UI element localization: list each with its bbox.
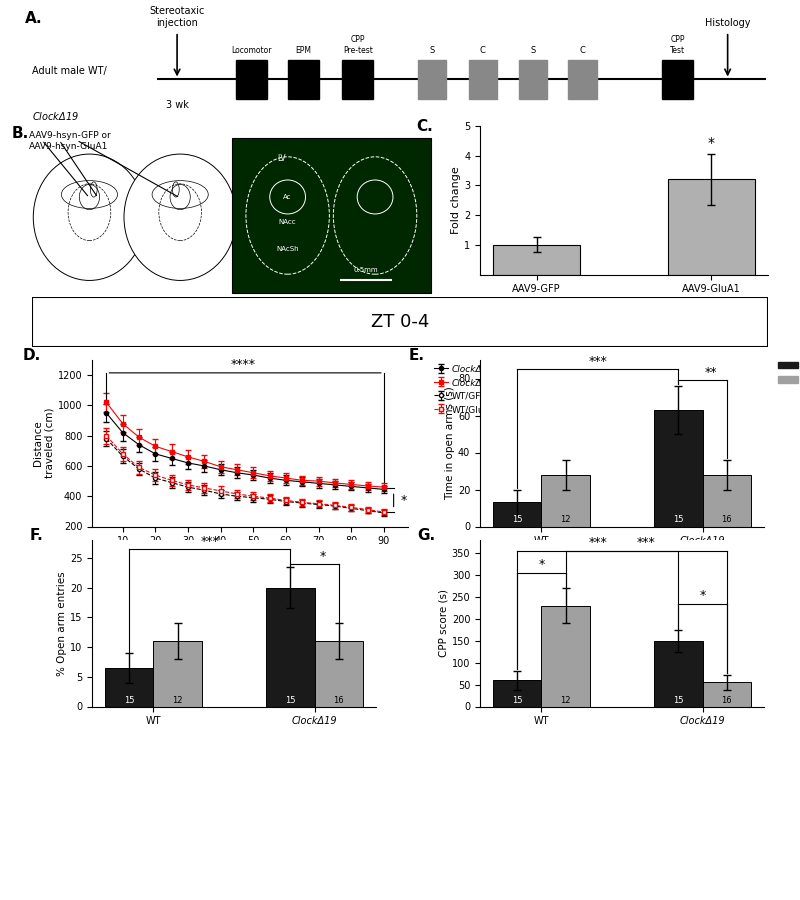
Bar: [154, 641, 202, 706]
Text: *: *: [708, 136, 714, 149]
Bar: [469, 59, 497, 99]
Bar: [232, 139, 430, 292]
Bar: [668, 179, 755, 274]
Text: ***: ***: [637, 536, 655, 549]
Bar: [266, 588, 314, 706]
Text: C.: C.: [417, 119, 434, 133]
Text: D.: D.: [22, 348, 41, 364]
Text: **: **: [705, 366, 717, 380]
Y-axis label: Distance
traveled (cm): Distance traveled (cm): [34, 408, 55, 479]
Text: NAcSh: NAcSh: [276, 247, 299, 253]
Ellipse shape: [62, 181, 118, 209]
Text: C: C: [480, 46, 486, 55]
Text: 15: 15: [124, 696, 134, 705]
Text: S: S: [430, 46, 435, 55]
Text: NAcc: NAcc: [279, 219, 297, 225]
Text: *: *: [320, 550, 326, 562]
Text: 3 wk: 3 wk: [166, 101, 189, 111]
Bar: [542, 606, 590, 706]
Text: S: S: [530, 46, 535, 55]
Text: Locomotor: Locomotor: [231, 46, 272, 55]
Text: ***: ***: [201, 535, 219, 548]
Text: 16: 16: [722, 696, 732, 705]
Bar: [493, 502, 542, 526]
Text: Histology: Histology: [705, 18, 750, 28]
Bar: [569, 59, 597, 99]
Text: *: *: [538, 558, 545, 572]
Text: B.: B.: [12, 126, 29, 141]
Y-axis label: % Open arm entries: % Open arm entries: [57, 571, 67, 676]
Bar: [236, 59, 267, 99]
Text: 15: 15: [512, 696, 522, 705]
Text: C: C: [580, 46, 586, 55]
Text: ***: ***: [589, 536, 607, 549]
X-axis label: Minutes: Minutes: [228, 552, 272, 562]
Ellipse shape: [152, 181, 208, 209]
Bar: [105, 668, 154, 706]
Text: 12: 12: [560, 515, 570, 524]
Text: Adult male WT/: Adult male WT/: [32, 67, 106, 76]
Ellipse shape: [173, 182, 179, 197]
Bar: [654, 641, 702, 706]
Text: 15: 15: [512, 515, 522, 524]
Text: *: *: [400, 494, 406, 507]
Text: EPM: EPM: [295, 46, 311, 55]
Bar: [702, 682, 751, 707]
Legend: AAV9-GFP, AAV9-GluA1: AAV9-GFP, AAV9-GluA1: [774, 356, 800, 389]
Ellipse shape: [34, 154, 146, 281]
Ellipse shape: [90, 182, 97, 197]
Bar: [342, 59, 374, 99]
Legend: ClockΔ19/GFP, ClockΔ19/GluA1, WT/GFP, WT/GluA1: ClockΔ19/GFP, ClockΔ19/GluA1, WT/GFP, WT…: [434, 364, 523, 414]
Text: CPP
Pre-test: CPP Pre-test: [343, 35, 373, 55]
Bar: [518, 59, 547, 99]
Text: F.: F.: [30, 528, 43, 544]
Text: ***: ***: [589, 356, 607, 368]
Text: $Clock$Δ19: $Clock$Δ19: [32, 111, 79, 122]
Text: A.: A.: [25, 11, 42, 26]
Ellipse shape: [124, 154, 236, 281]
Text: 16: 16: [722, 515, 732, 524]
Text: ****: ****: [231, 358, 256, 372]
Bar: [288, 59, 319, 99]
Bar: [542, 474, 590, 526]
Bar: [702, 474, 751, 526]
Text: CPP
Test: CPP Test: [670, 35, 686, 55]
Y-axis label: Time in open arms (s): Time in open arms (s): [445, 386, 455, 500]
Bar: [314, 641, 363, 706]
Bar: [662, 59, 694, 99]
Text: ZT 0-4: ZT 0-4: [371, 313, 429, 331]
Text: Stereotaxic
injection: Stereotaxic injection: [150, 6, 205, 28]
Text: LV: LV: [278, 154, 286, 163]
Text: 12: 12: [560, 696, 570, 705]
Text: AAV9-hsyn-GFP or
AAV9-hsyn-GluA1: AAV9-hsyn-GFP or AAV9-hsyn-GluA1: [29, 131, 110, 150]
Text: 12: 12: [172, 696, 182, 705]
Text: 16: 16: [334, 696, 344, 705]
Text: 15: 15: [674, 515, 684, 524]
Bar: [654, 410, 702, 526]
Text: 15: 15: [286, 696, 296, 705]
Text: 15: 15: [674, 696, 684, 705]
Text: Ac: Ac: [283, 194, 292, 200]
Text: E.: E.: [409, 348, 425, 364]
Text: *: *: [699, 589, 706, 602]
Y-axis label: Fold change: Fold change: [451, 166, 462, 234]
Bar: [493, 680, 542, 706]
Bar: [418, 59, 446, 99]
Bar: [493, 245, 580, 274]
Text: G.: G.: [418, 528, 436, 544]
Y-axis label: CPP score (s): CPP score (s): [439, 590, 449, 657]
Text: 0.5mm: 0.5mm: [354, 266, 378, 273]
